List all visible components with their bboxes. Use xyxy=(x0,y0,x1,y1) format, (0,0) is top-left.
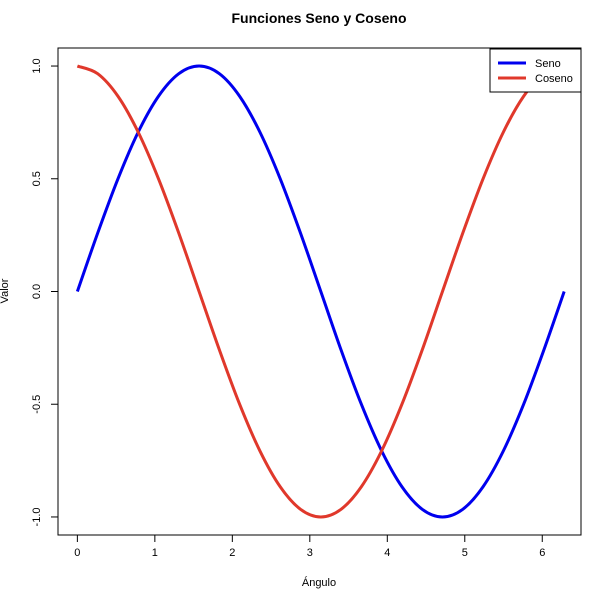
series-group xyxy=(75,64,566,519)
y-tick-label: 1.0 xyxy=(31,58,43,73)
y-tick-label: 0.0 xyxy=(31,284,43,299)
legend-label-seno: Seno xyxy=(535,58,561,70)
x-tick-label: 1 xyxy=(152,547,158,559)
x-axis: 0 1 2 3 4 5 6 xyxy=(74,534,545,559)
y-axis-label: Valor xyxy=(0,278,11,303)
legend-label-coseno: Coseno xyxy=(535,73,573,85)
legend-box xyxy=(489,48,582,93)
x-tick-label: 4 xyxy=(384,547,390,559)
series-line-seno xyxy=(75,64,566,519)
x-tick-label: 3 xyxy=(307,547,313,559)
chart-title: Funciones Seno y Coseno xyxy=(231,10,406,26)
y-tick-label: -1.0 xyxy=(31,507,43,526)
legend: Seno Coseno xyxy=(489,48,582,93)
x-tick-label: 5 xyxy=(462,547,468,559)
y-tick-label: 0.5 xyxy=(31,171,43,186)
y-tick-label: -0.5 xyxy=(31,395,43,414)
y-axis: -1.0 -0.5 0.0 0.5 1.0 xyxy=(31,58,59,526)
x-axis-label: Ángulo xyxy=(302,576,336,589)
x-tick-label: 2 xyxy=(229,547,235,559)
x-tick-label: 0 xyxy=(74,547,80,559)
x-tick-label: 6 xyxy=(539,547,545,559)
series-line-coseno xyxy=(76,64,565,519)
